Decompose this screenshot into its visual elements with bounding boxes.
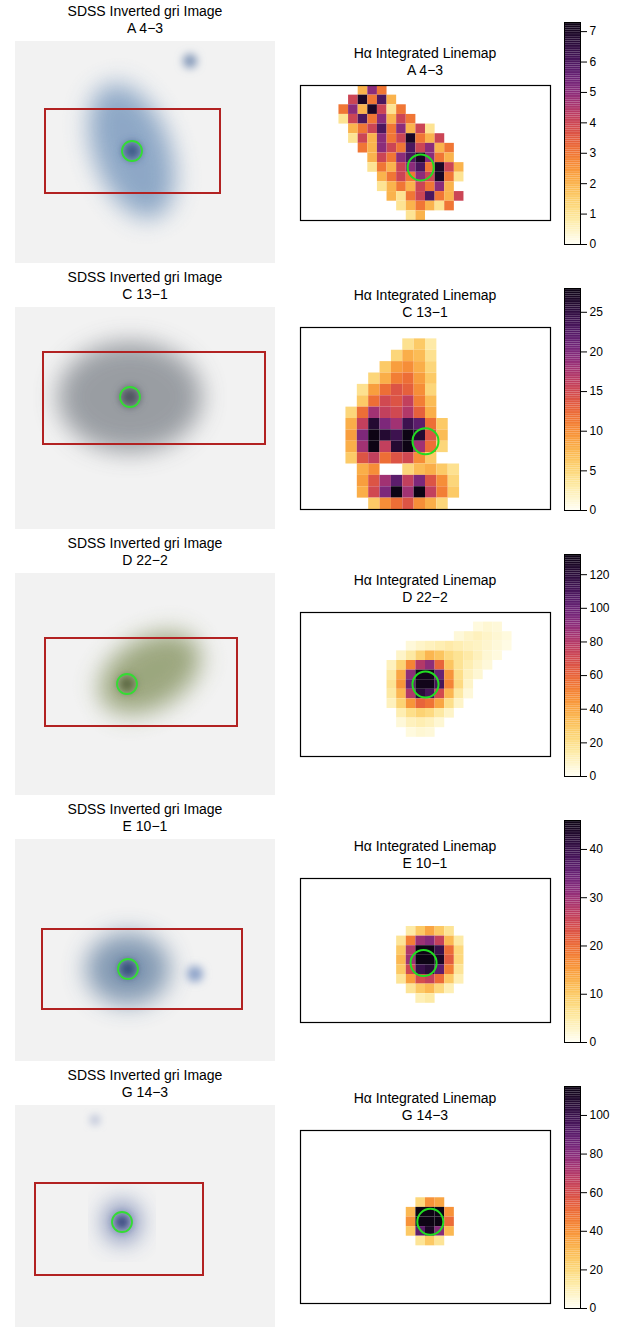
svg-text:6: 6 xyxy=(590,55,597,69)
svg-text:3: 3 xyxy=(590,146,597,160)
svg-text:100: 100 xyxy=(590,1108,610,1122)
html-text:D 22−2: D 22−2 xyxy=(122,552,168,568)
svg-text:20: 20 xyxy=(590,939,604,953)
svg-text:40: 40 xyxy=(590,842,604,856)
svg-text:1: 1 xyxy=(590,207,597,221)
svg-text:0: 0 xyxy=(590,237,597,251)
html-text:D 22−2: D 22−2 xyxy=(402,589,448,605)
html-text:G 14−3: G 14−3 xyxy=(401,1106,449,1123)
svg-text:0: 0 xyxy=(590,503,597,517)
svg-text:0: 0 xyxy=(590,769,597,783)
svg-text:0: 0 xyxy=(590,1035,597,1049)
svg-text:60: 60 xyxy=(590,668,604,682)
svg-text:4: 4 xyxy=(590,116,597,130)
html-text:Hα Integrated Linemap: Hα Integrated Linemap xyxy=(353,838,497,854)
html-text:SDSS Inverted gri Image: SDSS Inverted gri Image xyxy=(67,1067,223,1083)
svg-text:60: 60 xyxy=(590,1186,604,1200)
svg-text:120: 120 xyxy=(590,568,610,582)
html-text:A 4−3: A 4−3 xyxy=(126,20,164,36)
html-text:Hα Integrated Linemap: Hα Integrated Linemap xyxy=(353,44,497,61)
svg-text:80: 80 xyxy=(590,635,604,649)
svg-text:5: 5 xyxy=(590,464,597,478)
html-text:C 13−1: C 13−1 xyxy=(122,286,168,302)
svg-text:7: 7 xyxy=(590,24,597,38)
svg-text:5: 5 xyxy=(590,85,597,99)
svg-text:40: 40 xyxy=(590,702,604,716)
html-text:Hα Integrated Linemap: Hα Integrated Linemap xyxy=(353,287,497,303)
svg-text:30: 30 xyxy=(590,891,604,905)
html-text:SDSS Inverted gri Image: SDSS Inverted gri Image xyxy=(67,269,223,285)
html-text:Hα Integrated Linemap: Hα Integrated Linemap xyxy=(353,1089,497,1106)
svg-text:80: 80 xyxy=(590,1147,604,1161)
svg-text:40: 40 xyxy=(590,1224,604,1238)
svg-text:20: 20 xyxy=(590,345,604,359)
svg-text:10: 10 xyxy=(590,987,604,1001)
html-text:SDSS Inverted gri Image: SDSS Inverted gri Image xyxy=(67,3,223,19)
html-text:Hα Integrated Linemap: Hα Integrated Linemap xyxy=(353,572,497,588)
html-text:E 10−1: E 10−1 xyxy=(402,855,448,871)
svg-text:100: 100 xyxy=(590,601,610,615)
svg-text:20: 20 xyxy=(590,1263,604,1277)
svg-text:0: 0 xyxy=(590,1301,597,1315)
svg-text:10: 10 xyxy=(590,424,604,438)
html-text:E 10−1: E 10−1 xyxy=(122,818,168,834)
svg-text:2: 2 xyxy=(590,177,597,191)
html-text:SDSS Inverted gri Image: SDSS Inverted gri Image xyxy=(67,535,223,551)
svg-text:15: 15 xyxy=(590,384,604,398)
html-text:C 13−1: C 13−1 xyxy=(402,304,448,320)
html-text:A 4−3: A 4−3 xyxy=(406,61,444,78)
svg-text:25: 25 xyxy=(590,305,604,319)
html-text:G 14−3: G 14−3 xyxy=(121,1084,169,1100)
svg-text:20: 20 xyxy=(590,736,604,750)
html-text:SDSS Inverted gri Image: SDSS Inverted gri Image xyxy=(67,801,223,817)
